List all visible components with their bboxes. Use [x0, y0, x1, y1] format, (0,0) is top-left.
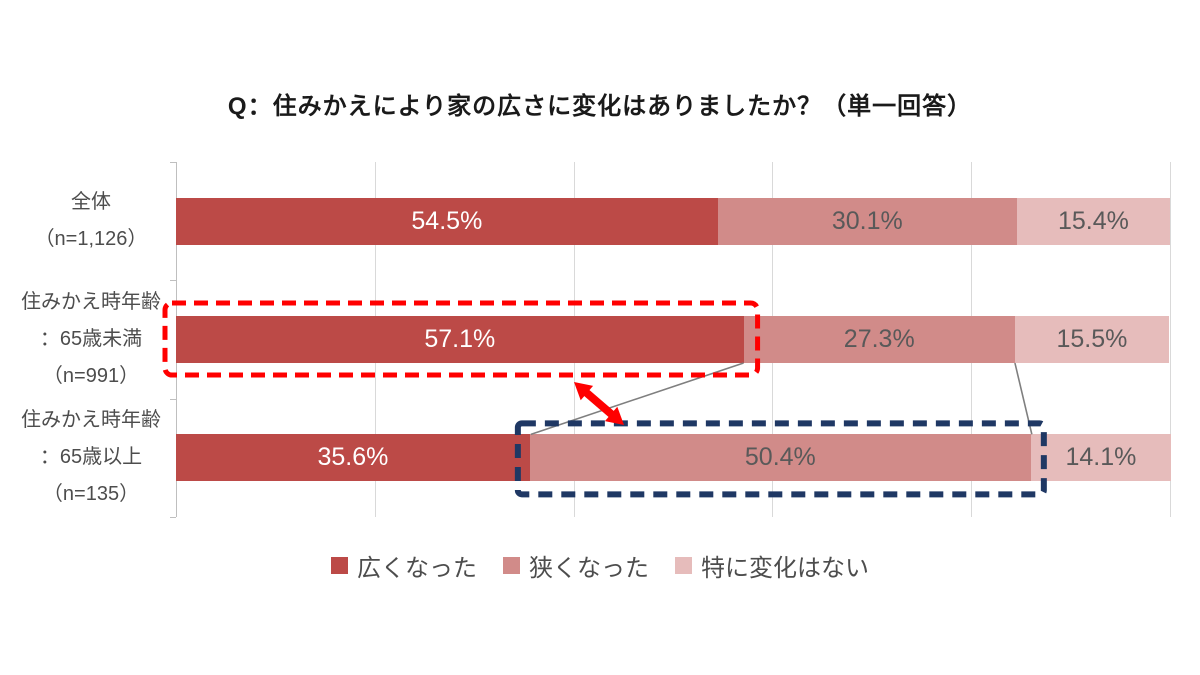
legend: 広くなった 狭くなった 特に変化はない — [0, 548, 1200, 583]
bar-segment: 30.1% — [717, 197, 1017, 245]
bar-segment-value: 15.4% — [1058, 206, 1129, 235]
bar-segment-value: 50.4% — [744, 443, 816, 472]
bar-segment: 54.5% — [176, 197, 718, 245]
bar-segment: 57.1% — [176, 316, 744, 363]
row-label-line: 住みかえ時年齢 — [21, 290, 161, 313]
bar-segment: 14.1% — [1030, 434, 1171, 482]
row-label-line: ：65歳以上 — [39, 446, 143, 469]
legend-item: 特に変化はない — [675, 548, 869, 583]
bar-segment: 35.6% — [176, 434, 530, 482]
row-label-line: ：65歳未満 — [39, 327, 143, 350]
legend-label: 広くなった — [357, 555, 477, 582]
row-label-line: （n=1,126） — [34, 228, 148, 251]
bar-segment: 27.3% — [743, 316, 1015, 363]
bar-segment: 15.4% — [1016, 197, 1170, 245]
axis-tick — [170, 280, 176, 282]
axis-tick — [170, 162, 176, 163]
bar-segment-value: 15.5% — [1056, 325, 1128, 353]
legend-item: 広くなった — [331, 548, 477, 583]
row-label: 住みかえ時年齢 ：65歳未満 （n=991） — [8, 280, 174, 398]
row-label-line: （n=135） — [42, 483, 140, 506]
bar-segment: 15.5% — [1014, 316, 1169, 363]
bar-segment-value: 57.1% — [424, 325, 496, 353]
legend-swatch-icon — [331, 557, 348, 574]
bar-segment: 50.4% — [529, 434, 1031, 482]
row-label: 全体 （n=1,126） — [8, 162, 174, 280]
bar-segment-value: 27.3% — [843, 325, 915, 353]
bar-segment-value: 14.1% — [1065, 443, 1137, 472]
legend-label: 狭くなった — [529, 555, 649, 582]
axis-tick — [170, 398, 176, 400]
bar-segment-value: 35.6% — [317, 443, 389, 472]
bar-segment-value: 54.5% — [411, 206, 483, 235]
legend-label: 特に変化はない — [701, 555, 869, 582]
axis-tick — [170, 517, 176, 518]
row-label-line: （n=991） — [42, 364, 140, 387]
row-label-line: 住みかえ時年齢 — [21, 409, 161, 432]
legend-swatch-icon — [675, 557, 692, 574]
row-label: 住みかえ時年齢 ：65歳以上 （n=135） — [8, 399, 174, 517]
legend-item: 狭くなった — [503, 548, 649, 583]
legend-swatch-icon — [503, 557, 520, 574]
row-label-line: 全体 — [71, 191, 111, 214]
gridline — [1170, 162, 1171, 517]
chart-title: Q：住みかえにより家の広さに変化はありましたか？（単一回答） — [227, 93, 973, 120]
bar-segment-value: 30.1% — [831, 206, 903, 235]
